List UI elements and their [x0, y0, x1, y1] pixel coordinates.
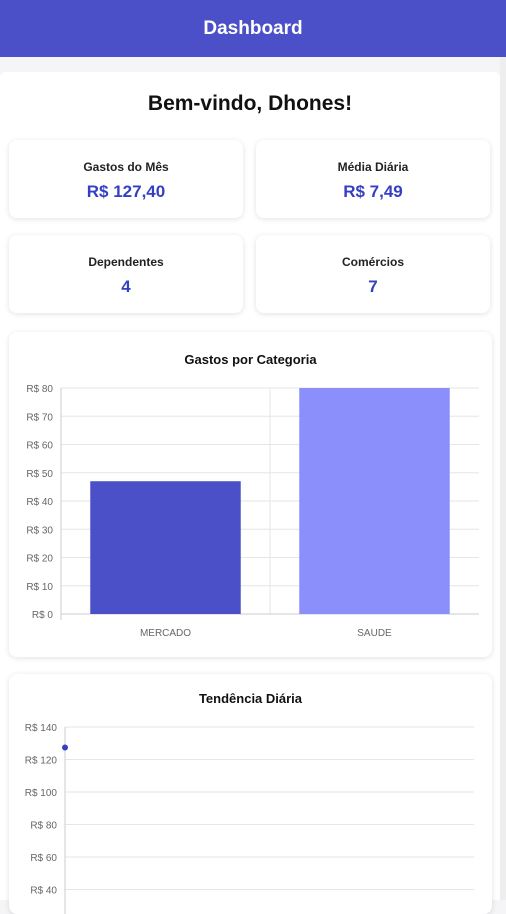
y-tick-label: R$ 60 — [26, 441, 53, 452]
bar-saude — [299, 388, 450, 614]
y-tick-label: R$ 50 — [26, 469, 53, 480]
category-chart-card: Gastos por Categoria R$ 0 R$ 10 R$ 20 R$ 30… — [9, 332, 492, 657]
y-tick-label: R$ 120 — [25, 756, 58, 767]
y-tick-label: R$ 70 — [26, 412, 53, 423]
stat-value: 7 — [368, 277, 378, 296]
welcome-message: Bem-vindo, Dhones! — [147, 92, 353, 115]
x-tick-label: SAUDE — [357, 628, 392, 639]
stat-label: Comércios — [341, 255, 405, 269]
chart-title: Tendência Diária — [198, 691, 303, 706]
category-bar-chart: R$ 0 R$ 10 R$ 20 R$ 30 R$ 40 R$ 50 R$ 60 R$ 70 R… — [26, 384, 479, 639]
data-point — [62, 744, 68, 751]
stat-label: Gastos do Mês — [83, 160, 169, 174]
chart-title: Gastos por Categoria — [184, 352, 317, 367]
y-tick-label: R$ 80 — [30, 821, 57, 832]
y-tick-label: R$ 140 — [25, 723, 58, 734]
stat-label: Média Diária — [337, 160, 409, 174]
stat-value: R$ 127,40 — [86, 182, 166, 201]
y-tick-label: R$ 10 — [26, 582, 53, 593]
y-tick-label: R$ 100 — [25, 788, 58, 799]
stat-value: 4 — [121, 277, 131, 296]
stat-card-daily-average: Média Diária R$ 7,49 — [256, 140, 490, 218]
daily-trend-chart-card: Tendência Diária R$ 40 R$ 60 R$ 80 R$ 100 R$… — [9, 674, 492, 914]
daily-trend-line-chart: R$ 40 R$ 60 R$ 80 R$ 100 R$ 120 R$ 140 — [25, 723, 474, 914]
stat-value: R$ 7,49 — [343, 182, 403, 201]
y-tick-label: R$ 40 — [26, 497, 53, 508]
stat-card-monthly-expenses: Gastos do Mês R$ 127,40 — [9, 140, 243, 218]
app-header: Dashboard — [0, 0, 506, 57]
stat-card-dependents: Dependentes 4 — [9, 235, 243, 313]
y-tick-label: R$ 20 — [26, 554, 53, 565]
stat-label: Dependentes — [88, 255, 164, 269]
y-tick-label: R$ 40 — [30, 886, 57, 897]
y-tick-label: R$ 80 — [26, 384, 53, 395]
y-tick-label: R$ 0 — [32, 610, 54, 621]
bar-mercado — [90, 481, 241, 614]
y-tick-label: R$ 60 — [30, 853, 57, 864]
y-tick-label: R$ 30 — [26, 525, 53, 536]
scrollbar[interactable] — [500, 57, 506, 900]
stat-card-merchants: Comércios 7 — [256, 235, 490, 313]
x-tick-label: MERCADO — [140, 628, 191, 639]
header-title: Dashboard — [203, 17, 303, 39]
